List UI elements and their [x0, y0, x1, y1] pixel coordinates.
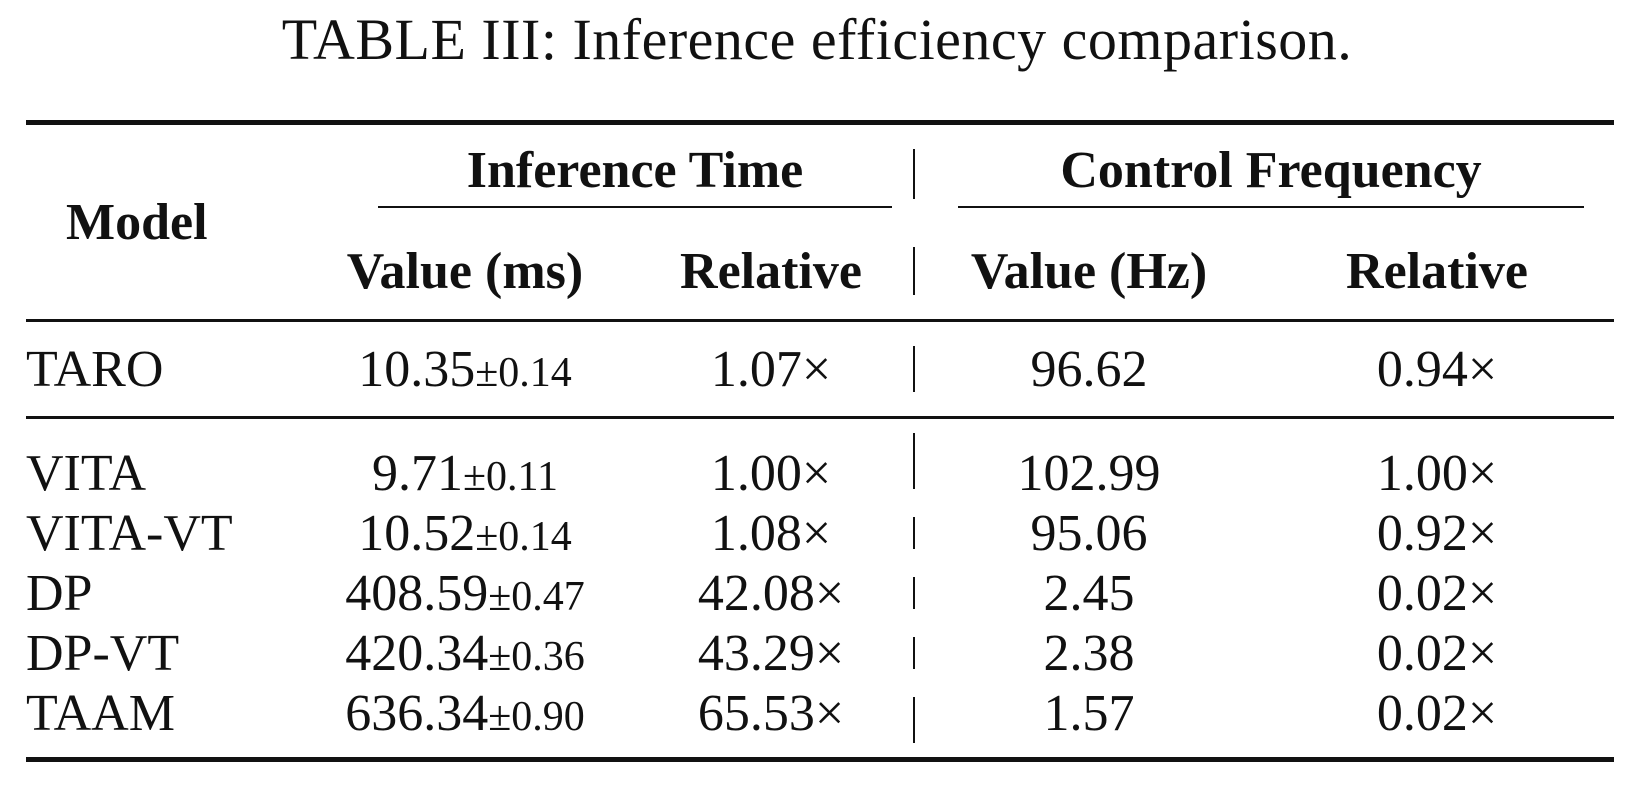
relative-frequency-cell: 0.02× — [1376, 684, 1498, 742]
frequency-cell: 2.38 — [1043, 624, 1135, 682]
relative-time-cell: 1.07× — [624, 321, 918, 418]
frequency-cell: 2.45 — [1043, 564, 1135, 622]
time-mean: 636.34 — [345, 684, 489, 742]
time-mean: 9.71 — [372, 444, 463, 502]
time-mean: 408.59 — [345, 564, 489, 622]
time-std: ±0.36 — [488, 633, 585, 680]
model-cell: TAAM — [26, 684, 175, 742]
frequency-cell: 102.99 — [1017, 444, 1161, 502]
relative-time-cell: 43.29× — [624, 623, 918, 683]
inference-time-cell: 9.71±0.11 — [306, 418, 624, 504]
model-header: Model — [66, 193, 208, 251]
inference-time-cell: 408.59±0.47 — [306, 563, 624, 623]
inference-time-header: Inference Time — [306, 123, 918, 224]
table-row: DP-VT 420.34±0.36 43.29× 2.38 0.02× — [26, 623, 1614, 683]
relative-time-cell: 65.53× — [624, 683, 918, 760]
inference-time-header-label: Inference Time — [378, 141, 893, 208]
time-std: ±0.14 — [475, 513, 572, 560]
efficiency-table: Model Inference Time Control Frequency V… — [26, 120, 1615, 762]
table-caption: TABLE III: Inference efficiency comparis… — [281, 7, 1353, 72]
time-std: ±0.14 — [475, 349, 572, 396]
relative-frequency-cell: 0.94× — [1376, 340, 1498, 398]
table-row: VITA 9.71±0.11 1.00× 102.99 1.00× — [26, 417, 1615, 504]
relative-time-cell: 1.08× — [624, 503, 918, 563]
model-cell: TARO — [26, 340, 164, 398]
model-cell: VITA — [26, 444, 147, 502]
relative-frequency-cell: 0.02× — [1376, 624, 1498, 682]
inference-time-cell: 636.34±0.90 — [306, 683, 624, 760]
frequency-cell: 1.57 — [1043, 684, 1135, 742]
time-std: ±0.47 — [488, 573, 585, 620]
relative-frequency-cell: 0.02× — [1376, 564, 1498, 622]
table-row: DP 408.59±0.47 42.08× 2.45 0.02× — [26, 563, 1614, 623]
relative-time-cell: 1.00× — [624, 418, 918, 504]
relative-frequency-cell: 1.00× — [1376, 444, 1498, 502]
table-row: VITA-VT 10.52±0.14 1.08× 95.06 0.92× — [26, 503, 1614, 563]
frequency-cell: 95.06 — [1030, 504, 1148, 562]
control-frequency-header: Control Frequency — [918, 123, 1614, 224]
inference-time-cell: 10.35±0.14 — [306, 321, 624, 418]
inference-time-cell: 420.34±0.36 — [306, 623, 624, 683]
time-mean: 10.52 — [358, 504, 476, 562]
control-frequency-header-label: Control Frequency — [958, 141, 1585, 208]
table-row: TAAM 636.34±0.90 65.53× 1.57 0.02× — [26, 683, 1615, 760]
model-cell: VITA-VT — [26, 504, 233, 562]
value-hz-header: Value (Hz) — [970, 242, 1208, 300]
table-row-taro: TARO 10.35±0.14 1.07× 96.62 0.94× — [26, 320, 1615, 418]
time-mean: 420.34 — [345, 624, 489, 682]
value-ms-header: Value (ms) — [346, 242, 584, 300]
time-std: ±0.90 — [488, 693, 585, 740]
frequency-cell: 96.62 — [1030, 340, 1148, 398]
time-mean: 10.35 — [358, 340, 476, 398]
relative-frequency-cell: 0.92× — [1376, 504, 1498, 562]
relative-time-cell: 42.08× — [624, 563, 918, 623]
time-std: ±0.11 — [463, 453, 558, 500]
model-cell: DP-VT — [26, 624, 180, 682]
relative-time-header: Relative — [624, 223, 918, 321]
inference-time-cell: 10.52±0.14 — [306, 503, 624, 563]
model-cell: DP — [26, 564, 93, 622]
relative-frequency-header: Relative — [1346, 242, 1528, 300]
